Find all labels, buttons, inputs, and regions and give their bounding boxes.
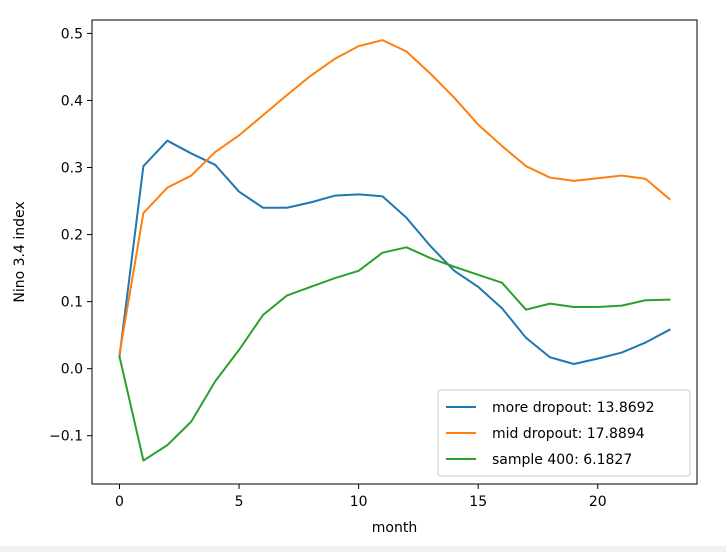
y-tick-label: 0.5	[61, 26, 83, 42]
x-tick-label: 0	[115, 494, 124, 510]
series-layer	[118, 39, 671, 462]
plot-area-frame	[91, 19, 698, 485]
legend-label-1: mid dropout: 17.8894	[492, 426, 645, 442]
series-line-0	[118, 139, 671, 365]
y-tick-label: 0.0	[61, 362, 83, 378]
y-tick-label: −0.1	[49, 429, 83, 445]
y-axis-label: Nino 3.4 index	[12, 201, 28, 302]
x-axis-label: month	[372, 520, 417, 536]
y-tick-label: 0.1	[61, 295, 83, 311]
legend-label-0: more dropout: 13.8692	[492, 400, 655, 416]
y-tick-label: 0.3	[61, 161, 83, 177]
legend-box	[437, 389, 691, 477]
x-axis-ticks: 0 5 10 15 20	[115, 484, 607, 510]
y-axis-ticks: −0.1 0.0 0.1 0.2 0.3 0.4 0.5	[49, 26, 92, 445]
window-bottom-strip	[0, 546, 726, 552]
y-tick-label: 0.4	[61, 93, 83, 109]
y-tick-label: 0.2	[61, 228, 83, 244]
x-tick-label: 15	[469, 494, 487, 510]
x-tick-label: 5	[235, 494, 244, 510]
series-line-2	[118, 246, 671, 462]
legend: more dropout: 13.8692 mid dropout: 17.889…	[437, 389, 691, 477]
legend-label-2: sample 400: 6.1827	[492, 452, 632, 468]
x-tick-label: 10	[350, 494, 368, 510]
series-line-1	[118, 39, 671, 356]
x-tick-label: 20	[589, 494, 607, 510]
